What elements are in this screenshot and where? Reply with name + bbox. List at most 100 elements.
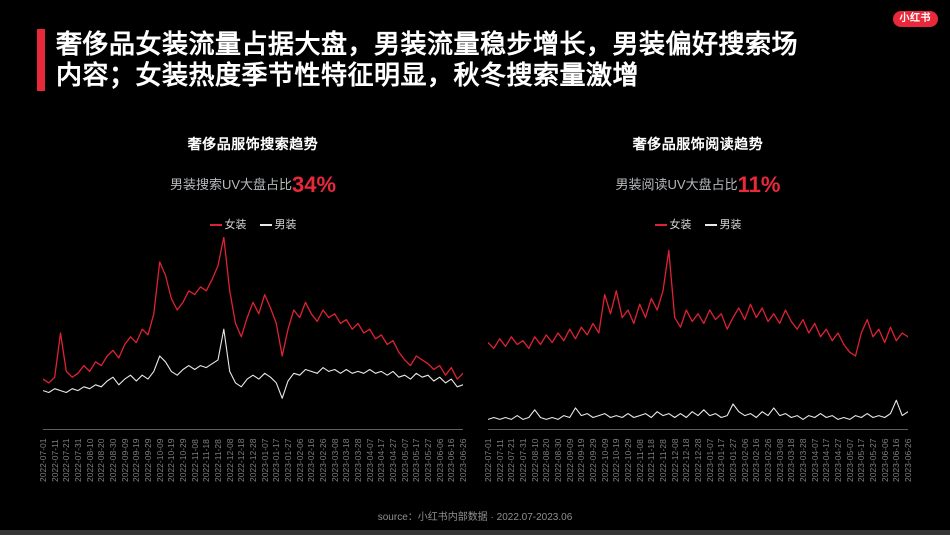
x-axis-line [43, 429, 463, 430]
chart-subtitle: 男装搜索UV大盘占比34% [33, 172, 473, 198]
subtitle-percent: 11% [737, 172, 781, 197]
x-tick-label: 2022-12-08 [224, 438, 235, 482]
x-tick-label: 2022-12-08 [669, 438, 680, 482]
legend-dash-men [259, 224, 272, 226]
x-tick-label: 2023-02-16 [751, 438, 762, 482]
x-tick-label: 2022-10-09 [154, 438, 165, 482]
x-tick-label: 2023-05-27 [423, 438, 433, 482]
legend-item-women: 女装 [209, 218, 247, 232]
legend-label-women: 女装 [224, 219, 247, 231]
x-tick-label: 2022-09-29 [588, 438, 598, 482]
x-tick-label: 2022-10-29 [623, 438, 633, 482]
x-tick-label: 2023-06-06 [879, 438, 890, 482]
legend-label-men: 男装 [274, 219, 297, 231]
x-tick-label: 2022-07-11 [494, 439, 505, 482]
x-tick-label: 2022-07-31 [518, 438, 528, 482]
x-tick-label: 2023-04-07 [809, 438, 820, 482]
chart-title: 奢侈品服饰搜索趋势 [187, 136, 319, 152]
x-tick-label: 2023-04-27 [388, 438, 398, 482]
headline: 奢侈品女装流量占据大盘，男装流量稳步增长，男装偏好搜索场 内容；女装热度季节性特… [37, 29, 798, 91]
x-tick-label: 2023-03-08 [774, 438, 785, 482]
x-tick-label: 2022-07-01 [483, 438, 493, 482]
x-tick-label: 2022-07-11 [49, 439, 60, 482]
line-plot [43, 237, 463, 399]
legend-label-women: 女装 [669, 219, 692, 231]
x-tick-label: 2023-04-17 [376, 438, 387, 482]
x-tick-label: 2023-01-17 [271, 438, 282, 482]
search-trend-chart: 奢侈品服饰搜索趋势 男装搜索UV大盘占比34% 女装 男装 2022-07-01 2… [33, 128, 473, 508]
x-tick-label: 2022-11-28 [658, 439, 668, 482]
legend-item-women: 女装 [654, 218, 692, 232]
x-tick-label: 2022-08-30 [553, 438, 563, 482]
x-tick-label: 2022-11-28 [213, 439, 223, 482]
x-axis-line [488, 429, 908, 430]
x-tick-label: 2023-03-28 [798, 438, 808, 482]
x-tick-label: 2023-01-07 [259, 438, 270, 482]
subtitle-percent: 34% [292, 172, 337, 197]
x-tick-label: 2023-06-16 [891, 438, 902, 482]
series-line-women [43, 237, 463, 384]
x-tick-label: 2022-07-01 [38, 438, 48, 482]
x-tick-label: 2023-01-17 [716, 438, 727, 482]
x-tick-label: 2023-03-18 [786, 438, 797, 482]
series-line-men [488, 399, 908, 420]
x-tick-label: 2022-11-18 [646, 439, 657, 482]
x-tick-label: 2023-01-27 [728, 438, 738, 482]
subtitle-text: 男装搜索UV大盘占比 [169, 177, 292, 192]
x-tick-label: 2022-09-09 [564, 438, 575, 482]
x-tick-label: 2022-08-20 [96, 438, 107, 482]
reading-trend-chart: 奢侈品服饰阅读趋势 男装阅读UV大盘占比11% 女装 男装 2022-07-01 2… [478, 128, 918, 508]
chart-legend: 女装 男装 [478, 218, 918, 232]
title-accent-bar [37, 29, 45, 91]
x-tick-label: 2023-05-17 [411, 438, 422, 482]
legend-item-men: 男装 [259, 218, 297, 232]
series-line-men [43, 328, 463, 399]
x-tick-label: 2023-04-27 [833, 438, 843, 482]
headline-line-1: 奢侈品女装流量占据大盘，男装流量稳步增长，男装偏好搜索场 [56, 29, 799, 59]
x-tick-label: 2023-06-26 [458, 438, 468, 482]
legend-dash-women [209, 224, 222, 226]
bottom-strip [0, 530, 950, 535]
x-tick-label: 2022-10-29 [178, 438, 188, 482]
x-tick-label: 2022-09-19 [131, 438, 142, 482]
source-note: source：小红书内部数据 · 2022.07-2023.06 [377, 512, 573, 523]
chart-legend: 女装 男装 [33, 218, 473, 232]
x-tick-label: 2022-08-10 [529, 438, 540, 482]
x-tick-label: 2022-11-08 [634, 439, 645, 482]
x-tick-label: 2022-10-19 [611, 438, 622, 482]
subtitle-text: 男装阅读UV大盘占比 [615, 177, 738, 192]
x-tick-label: 2022-08-20 [541, 438, 552, 482]
headline-text: 奢侈品女装流量占据大盘，男装流量稳步增长，男装偏好搜索场 内容；女装热度季节性特… [56, 29, 798, 91]
legend-dash-men [704, 224, 717, 226]
x-tick-label: 2022-07-31 [73, 438, 83, 482]
x-tick-label: 2023-03-08 [329, 438, 340, 482]
x-tick-label: 2023-01-07 [704, 438, 715, 482]
chart-subtitle: 男装阅读UV大盘占比11% [478, 172, 918, 198]
x-tick-label: 2022-10-09 [599, 438, 610, 482]
x-tick-label: 2023-01-27 [283, 438, 293, 482]
x-tick-label: 2023-06-26 [903, 438, 913, 482]
x-tick-label: 2022-12-28 [248, 438, 258, 482]
x-tick-label: 2023-03-28 [353, 438, 363, 482]
x-tick-label: 2022-10-19 [166, 438, 177, 482]
line-plot [488, 249, 908, 420]
headline-line-2: 内容；女装热度季节性特征明显，秋冬搜索量激增 [56, 60, 640, 90]
xiaohongshu-logo: 小红书 [892, 11, 938, 27]
x-tick-label: 2023-02-06 [739, 438, 750, 482]
x-tick-label: 2023-02-06 [294, 438, 305, 482]
x-tick-label: 2022-12-18 [236, 438, 247, 482]
x-tick-label: 2023-05-27 [868, 438, 878, 482]
x-axis-ticks: 2022-07-01 2022-07-11 2022-07-21 2022-07-31… [38, 430, 468, 502]
x-tick-label: 2023-04-17 [821, 438, 832, 482]
x-tick-label: 2022-08-30 [108, 438, 118, 482]
series-line-women [488, 249, 908, 357]
legend-item-men: 男装 [704, 218, 742, 232]
x-tick-label: 2023-04-07 [364, 438, 375, 482]
chart-title: 奢侈品服饰阅读趋势 [632, 136, 764, 152]
x-tick-label: 2022-09-09 [119, 438, 130, 482]
x-tick-label: 2023-05-17 [856, 438, 867, 482]
x-tick-label: 2022-09-19 [576, 438, 587, 482]
legend-label-men: 男装 [719, 219, 742, 231]
x-tick-label: 2022-12-28 [693, 438, 703, 482]
x-tick-label: 2022-09-29 [143, 438, 153, 482]
